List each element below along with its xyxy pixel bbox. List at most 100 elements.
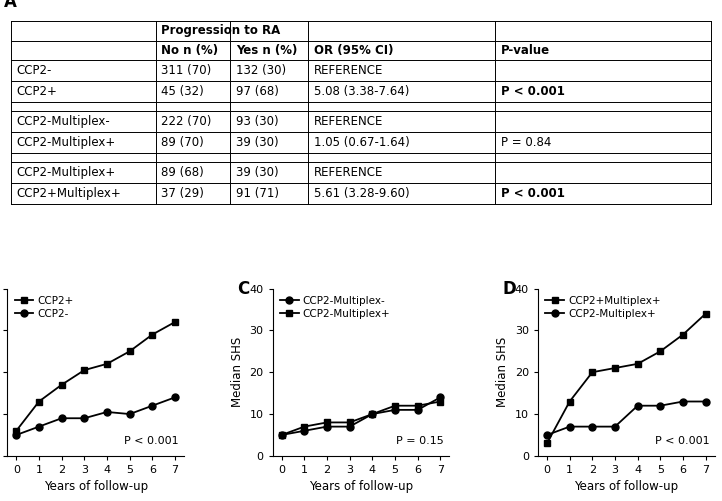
Text: 5.61 (3.28-9.60): 5.61 (3.28-9.60) — [313, 187, 409, 200]
Text: P-value: P-value — [501, 44, 550, 57]
CCP2+ — [126, 348, 134, 354]
Text: 89 (68): 89 (68) — [162, 166, 204, 179]
Text: REFERENCE: REFERENCE — [313, 166, 383, 179]
Text: P < 0.001: P < 0.001 — [655, 436, 710, 446]
CCP2+ — [57, 382, 66, 388]
X-axis label: Years of follow-up: Years of follow-up — [43, 480, 148, 493]
Text: P = 0.15: P = 0.15 — [396, 436, 444, 446]
CCP2-Multiplex- — [277, 432, 286, 438]
Text: 93 (30): 93 (30) — [236, 115, 279, 128]
CCP2- — [170, 394, 179, 400]
Text: CCP2+: CCP2+ — [17, 85, 57, 98]
CCP2-Multiplex+ — [588, 424, 596, 430]
Y-axis label: Median SHS: Median SHS — [496, 337, 509, 407]
X-axis label: Years of follow-up: Years of follow-up — [574, 480, 679, 493]
Text: D: D — [503, 280, 516, 298]
CCP2-Multiplex+ — [300, 424, 308, 430]
CCP2+ — [103, 361, 111, 367]
Text: P = 0.84: P = 0.84 — [501, 136, 552, 149]
CCP2-Multiplex- — [323, 424, 331, 430]
CCP2+Multiplex+ — [543, 440, 552, 446]
X-axis label: Years of follow-up: Years of follow-up — [309, 480, 413, 493]
CCP2-Multiplex+ — [414, 403, 422, 409]
CCP2+Multiplex+ — [701, 311, 710, 317]
CCP2- — [57, 415, 66, 421]
Text: Progression to RA: Progression to RA — [162, 24, 281, 37]
Text: CCP2-Multiplex+: CCP2-Multiplex+ — [17, 166, 116, 179]
Text: P < 0.001: P < 0.001 — [501, 187, 565, 200]
Text: CCP2-Multiplex+: CCP2-Multiplex+ — [17, 136, 116, 149]
CCP2+Multiplex+ — [633, 361, 642, 367]
Text: 39 (30): 39 (30) — [236, 136, 279, 149]
CCP2-Multiplex+ — [633, 403, 642, 409]
Text: 91 (71): 91 (71) — [236, 187, 279, 200]
Text: P < 0.001: P < 0.001 — [501, 85, 565, 98]
Y-axis label: Median SHS: Median SHS — [231, 337, 244, 407]
CCP2-Multiplex- — [414, 407, 422, 413]
CCP2-Multiplex- — [368, 411, 377, 417]
Text: 311 (70): 311 (70) — [162, 64, 212, 77]
CCP2-Multiplex+ — [656, 403, 665, 409]
CCP2-Multiplex+ — [368, 411, 377, 417]
Text: No n (%): No n (%) — [162, 44, 219, 57]
Text: REFERENCE: REFERENCE — [313, 64, 383, 77]
CCP2-Multiplex+ — [436, 398, 445, 404]
CCP2-Multiplex+ — [543, 432, 552, 438]
Line: CCP2-Multiplex+: CCP2-Multiplex+ — [278, 398, 444, 438]
CCP2+ — [12, 428, 21, 434]
CCP2-Multiplex+ — [277, 432, 286, 438]
Text: CCP2-Multiplex-: CCP2-Multiplex- — [17, 115, 110, 128]
Text: 89 (70): 89 (70) — [162, 136, 204, 149]
CCP2+Multiplex+ — [611, 365, 619, 371]
CCP2+Multiplex+ — [565, 398, 574, 404]
Text: CCP2-: CCP2- — [17, 64, 52, 77]
CCP2-Multiplex+ — [345, 419, 354, 425]
CCP2-Multiplex- — [391, 407, 399, 413]
CCP2- — [148, 403, 157, 409]
Legend: CCP2+, CCP2-: CCP2+, CCP2- — [12, 294, 76, 321]
CCP2+Multiplex+ — [679, 332, 687, 338]
Line: CCP2-Multiplex+: CCP2-Multiplex+ — [544, 398, 709, 438]
Text: REFERENCE: REFERENCE — [313, 115, 383, 128]
CCP2- — [80, 415, 89, 421]
CCP2-Multiplex+ — [611, 424, 619, 430]
Text: 1.05 (0.67-1.64): 1.05 (0.67-1.64) — [313, 136, 409, 149]
Text: 97 (68): 97 (68) — [236, 85, 279, 98]
CCP2-Multiplex+ — [565, 424, 574, 430]
Text: 37 (29): 37 (29) — [162, 187, 204, 200]
Text: C: C — [237, 280, 249, 298]
CCP2-Multiplex- — [345, 424, 354, 430]
Text: 132 (30): 132 (30) — [236, 64, 286, 77]
Line: CCP2-Multiplex-: CCP2-Multiplex- — [278, 394, 444, 438]
CCP2- — [126, 411, 134, 417]
Line: CCP2+Multiplex+: CCP2+Multiplex+ — [544, 310, 709, 447]
CCP2+ — [80, 367, 89, 373]
CCP2+ — [170, 319, 179, 325]
Line: CCP2-: CCP2- — [13, 394, 178, 438]
CCP2+ — [35, 398, 43, 404]
CCP2-Multiplex+ — [701, 398, 710, 404]
Text: P < 0.001: P < 0.001 — [124, 436, 179, 446]
Legend: CCP2-Multiplex-, CCP2-Multiplex+: CCP2-Multiplex-, CCP2-Multiplex+ — [278, 294, 393, 321]
CCP2-Multiplex+ — [679, 398, 687, 404]
CCP2+ — [148, 332, 157, 338]
Text: CCP2+Multiplex+: CCP2+Multiplex+ — [17, 187, 121, 200]
CCP2- — [103, 409, 111, 415]
Text: 45 (32): 45 (32) — [162, 85, 204, 98]
CCP2+Multiplex+ — [588, 369, 596, 375]
CCP2-Multiplex- — [300, 428, 308, 434]
CCP2-Multiplex+ — [323, 419, 331, 425]
Text: 5.08 (3.38-7.64): 5.08 (3.38-7.64) — [313, 85, 409, 98]
CCP2-Multiplex+ — [391, 403, 399, 409]
Legend: CCP2+Multiplex+, CCP2-Multiplex+: CCP2+Multiplex+, CCP2-Multiplex+ — [543, 294, 663, 321]
CCP2+Multiplex+ — [656, 348, 665, 354]
Line: CCP2+: CCP2+ — [13, 319, 178, 434]
Text: OR (95% CI): OR (95% CI) — [313, 44, 393, 57]
CCP2-Multiplex- — [436, 394, 445, 400]
Text: A: A — [4, 0, 17, 11]
Text: 39 (30): 39 (30) — [236, 166, 279, 179]
Text: Yes n (%): Yes n (%) — [236, 44, 297, 57]
CCP2- — [35, 424, 43, 430]
Text: 222 (70): 222 (70) — [162, 115, 212, 128]
CCP2- — [12, 432, 21, 438]
